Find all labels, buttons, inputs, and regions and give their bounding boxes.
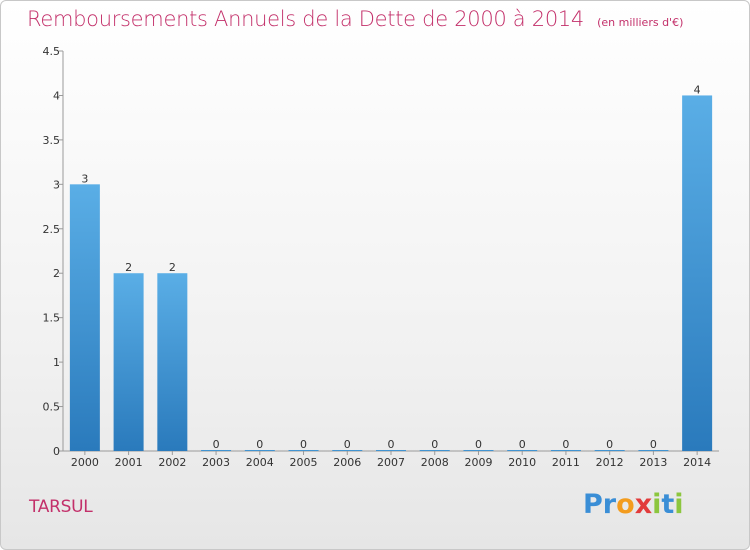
- proxiti-logo: Proxiti: [583, 489, 684, 520]
- value-label-2007: 0: [388, 438, 395, 451]
- bar-2006: [332, 450, 363, 451]
- y-tick-label: 3.5: [43, 134, 61, 147]
- value-label-2008: 0: [431, 438, 438, 451]
- value-label-2006: 0: [344, 438, 351, 451]
- value-label-2014: 4: [694, 83, 701, 96]
- value-label-2003: 0: [213, 438, 220, 451]
- bar-2007: [376, 450, 406, 451]
- x-tick-label-2006: 2006: [333, 456, 361, 469]
- y-tick-label: 2: [53, 267, 60, 280]
- bar-2011: [550, 450, 581, 451]
- x-tick-label-2014: 2014: [683, 456, 711, 469]
- bar-2014: [682, 95, 713, 451]
- bar-2004: [244, 450, 275, 451]
- bar-2001: [113, 273, 144, 451]
- bar-2013: [638, 450, 669, 451]
- x-tick-label-2013: 2013: [639, 456, 667, 469]
- x-tick-label-2001: 2001: [115, 456, 143, 469]
- value-label-2011: 0: [562, 438, 569, 451]
- x-tick-label-2004: 2004: [246, 456, 274, 469]
- y-tick-label: 4: [53, 89, 60, 102]
- value-label-2005: 0: [300, 438, 307, 451]
- logo-letter: t: [661, 489, 675, 520]
- bar-2009: [463, 450, 494, 451]
- x-tick-label-2003: 2003: [202, 456, 230, 469]
- x-tick-label-2010: 2010: [508, 456, 536, 469]
- x-tick-label-2008: 2008: [421, 456, 449, 469]
- logo-letter: x: [634, 489, 653, 520]
- chart-title-block: Remboursements Annuels de la Dette de 20…: [27, 7, 683, 31]
- x-tick-label-2009: 2009: [464, 456, 492, 469]
- y-tick-label: 0: [53, 445, 60, 458]
- y-tick-label: 3: [53, 178, 60, 191]
- y-tick-label: 4.5: [43, 45, 61, 58]
- chart-title: Remboursements Annuels de la Dette de 20…: [27, 7, 584, 31]
- y-tick-label: 1.5: [43, 312, 61, 325]
- bar-2002: [157, 273, 188, 451]
- x-tick-label-2000: 2000: [71, 456, 99, 469]
- logo-letter: i: [674, 489, 684, 520]
- value-label-2002: 2: [169, 261, 176, 274]
- x-tick-label-2011: 2011: [552, 456, 580, 469]
- bar-2005: [288, 450, 319, 451]
- value-label-2001: 2: [125, 261, 132, 274]
- chart-labels: 0 0.5 1 1.5 2 2.5 3 3.5 4 4.5 2000 3 2001 2 2002 2 2003 0…: [43, 45, 712, 469]
- chart-subtitle: (en milliers d'€): [597, 16, 684, 29]
- bar-2003: [201, 450, 232, 451]
- y-tick-label: 1: [53, 356, 60, 369]
- y-tick-label: 0.5: [43, 401, 61, 414]
- value-label-2013: 0: [650, 438, 657, 451]
- value-label-2010: 0: [519, 438, 526, 451]
- bar-2000: [69, 184, 100, 452]
- value-label-2004: 0: [256, 438, 263, 451]
- value-label-2009: 0: [475, 438, 482, 451]
- value-label-2012: 0: [606, 438, 613, 451]
- logo-letter: o: [616, 489, 635, 520]
- commune-name: TARSUL: [29, 497, 93, 517]
- logo-letter: r: [602, 489, 617, 520]
- x-tick-label-2002: 2002: [158, 456, 186, 469]
- y-tick-label: 2.5: [43, 223, 61, 236]
- x-tick-label-2005: 2005: [290, 456, 318, 469]
- bar-2008: [419, 450, 450, 451]
- bar-2012: [594, 450, 625, 451]
- bar-2010: [507, 450, 538, 451]
- logo-letter: P: [583, 489, 603, 520]
- value-label-2000: 3: [81, 172, 88, 185]
- logo-letter: i: [652, 489, 662, 520]
- x-tick-label-2007: 2007: [377, 456, 405, 469]
- x-tick-label-2012: 2012: [596, 456, 624, 469]
- chart-bars: [69, 95, 713, 452]
